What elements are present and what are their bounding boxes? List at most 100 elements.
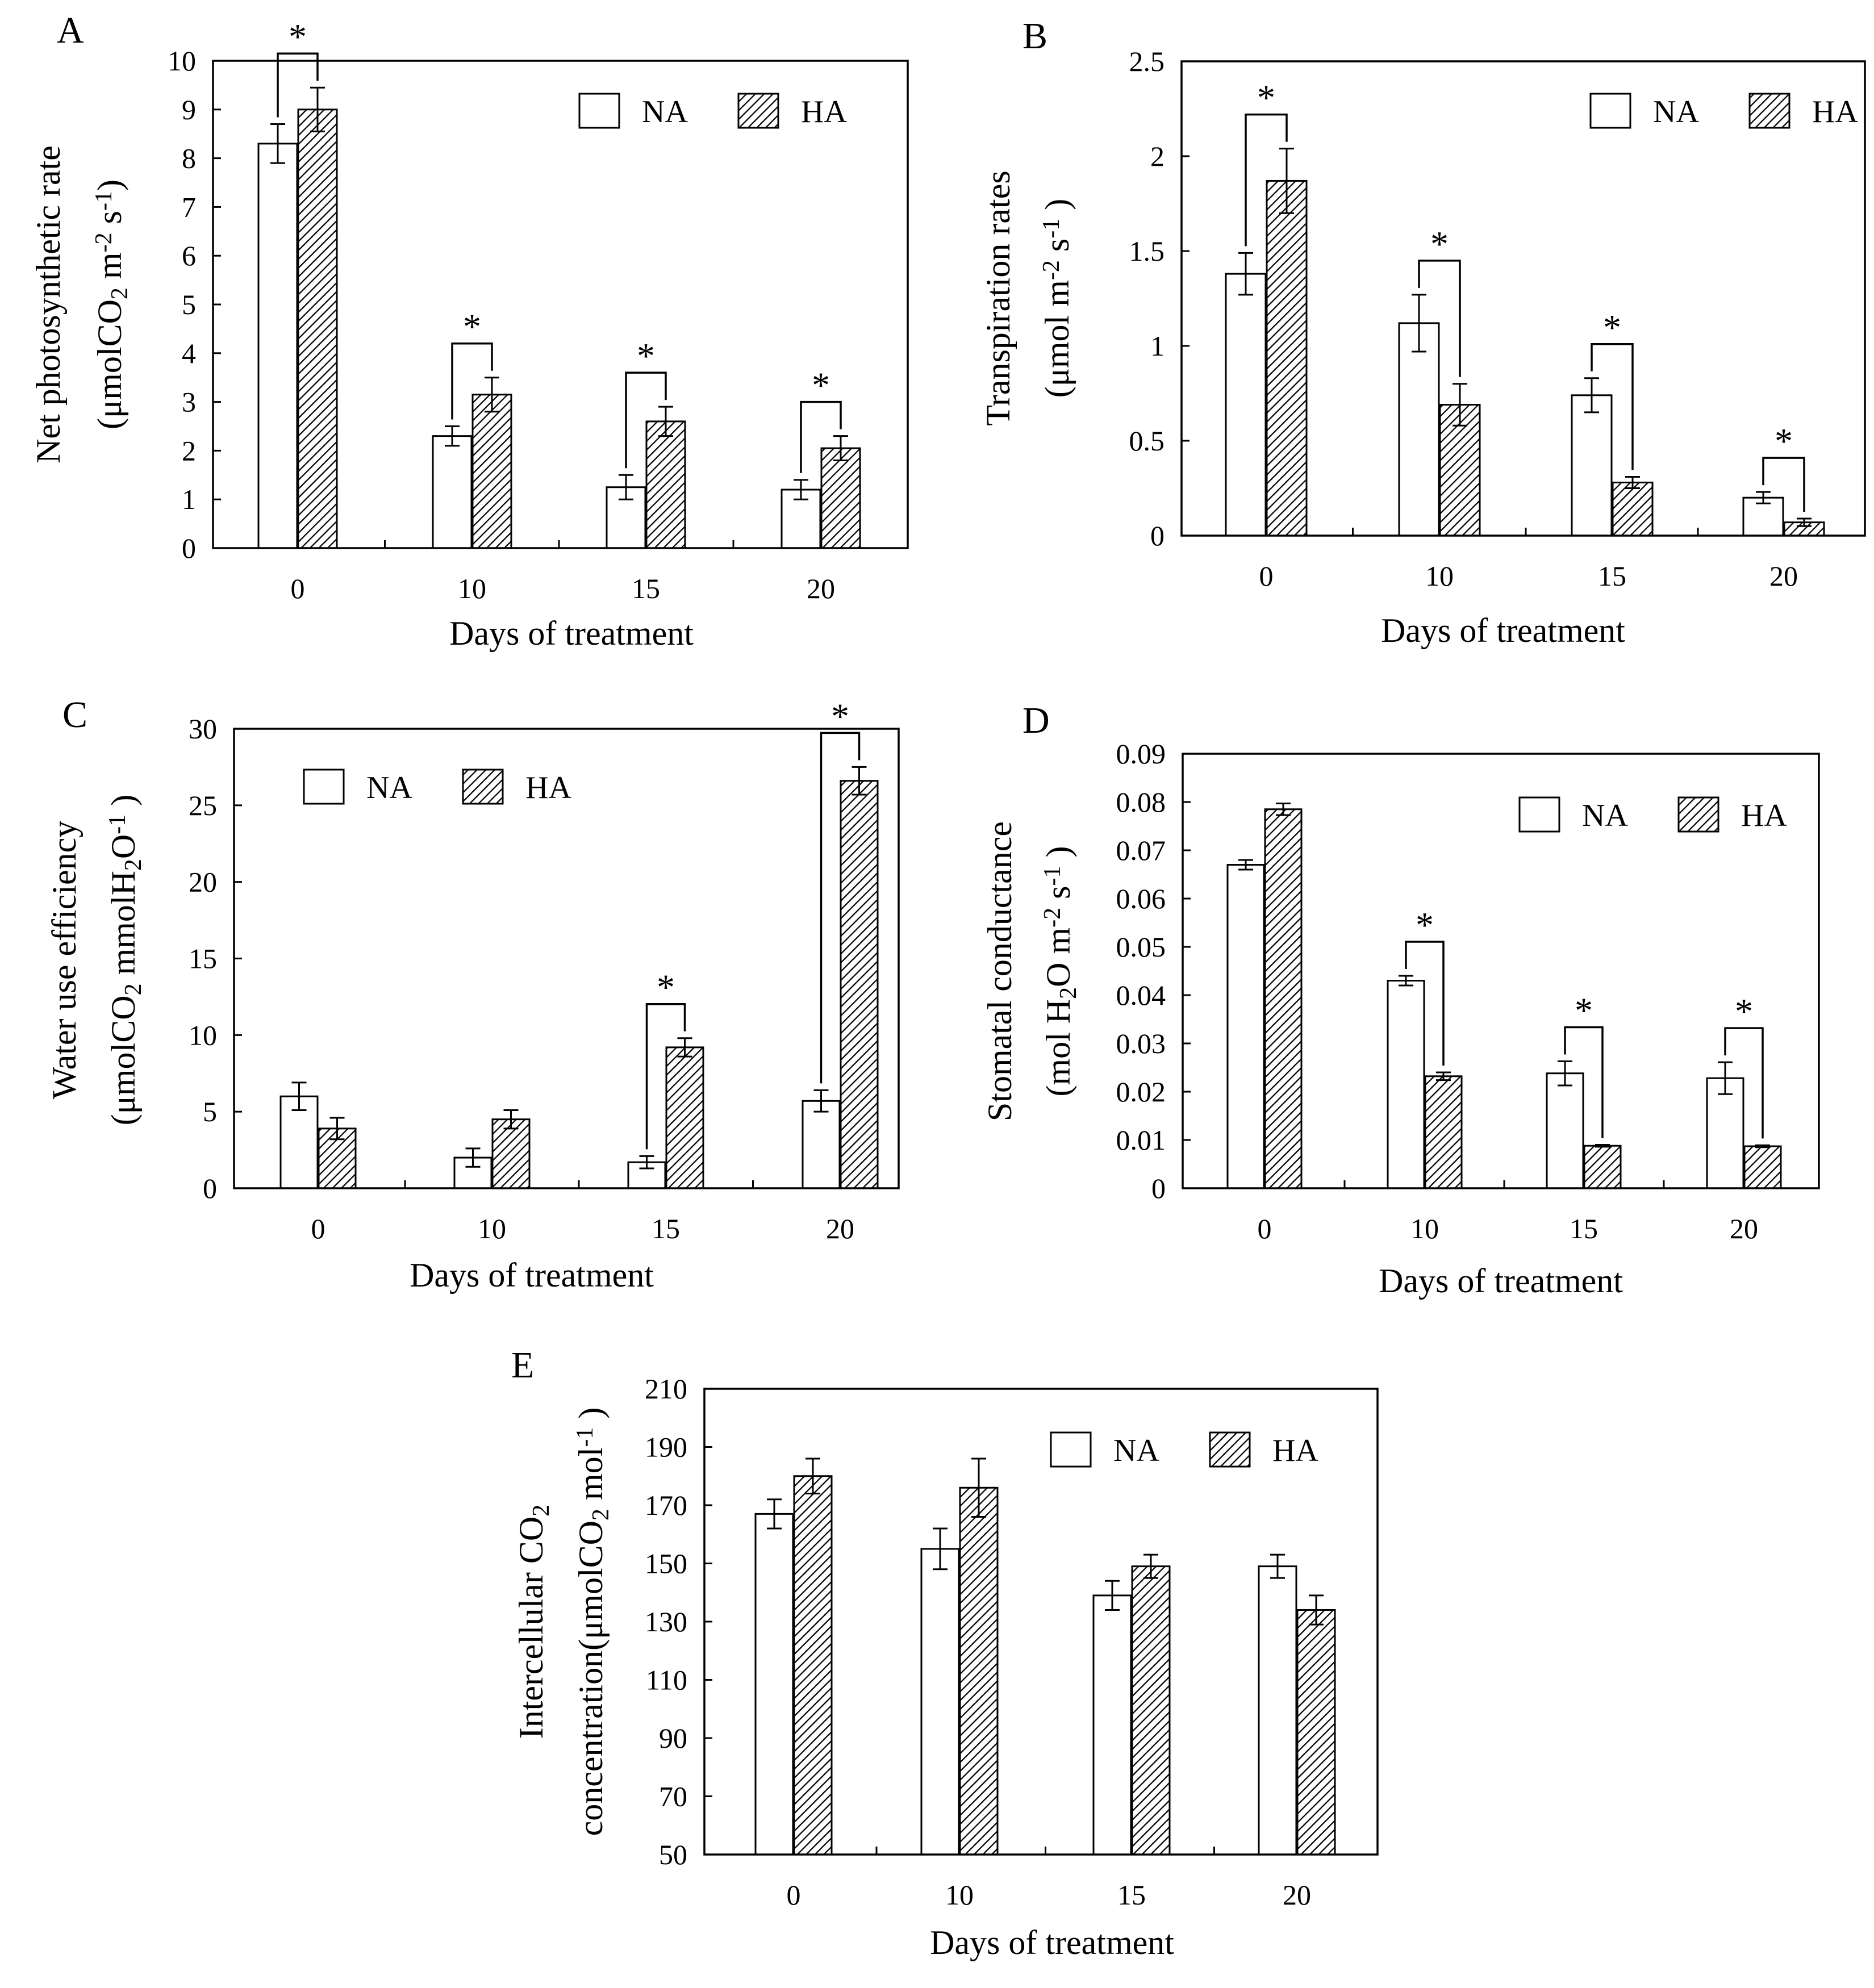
x-tick-label-a-10: 10 xyxy=(458,573,486,604)
y-tick-label-d-0.05: 0.05 xyxy=(1116,931,1166,963)
y-tick-label-c-5: 5 xyxy=(203,1096,217,1127)
legend-label-na-a: NA xyxy=(642,94,688,130)
y-tick-label-b-2: 2 xyxy=(1150,140,1165,172)
bar-na-a-10 xyxy=(432,435,473,549)
panel-letter-d: D xyxy=(1022,700,1050,741)
significance-star-d-10: * xyxy=(1416,905,1434,945)
y-tick-label-d-0.03: 0.03 xyxy=(1116,1028,1166,1059)
y-tick-label-a-5: 5 xyxy=(182,289,196,320)
x-tick-label-a-15: 15 xyxy=(632,573,660,604)
y-tick-label-a-3: 3 xyxy=(182,386,196,418)
y-tick-label-c-25: 25 xyxy=(189,790,217,821)
bar-ha-e-20 xyxy=(1296,1609,1336,1856)
bar-na-e-0 xyxy=(754,1513,794,1856)
bar-ha-b-15 xyxy=(1612,481,1654,537)
x-tick-label-a-20: 20 xyxy=(807,573,835,604)
panel-letter-a: A xyxy=(57,10,84,51)
x-tick-label-b-15: 15 xyxy=(1598,560,1626,592)
y-tick-label-b-1.5: 1.5 xyxy=(1129,235,1165,267)
y-tick-label-b-0: 0 xyxy=(1150,520,1165,552)
y-tick-label-d-0.08: 0.08 xyxy=(1116,786,1166,818)
legend-swatch-ha-a xyxy=(737,93,779,129)
x-axis-title-d: Days of treatment xyxy=(1379,1262,1623,1300)
y-tick-label-d-0.02: 0.02 xyxy=(1116,1076,1166,1108)
y-axis-title-c: Water use efficiency xyxy=(45,821,83,1099)
significance-star-a-10: * xyxy=(463,307,481,347)
y-tick-label-a-0: 0 xyxy=(182,532,196,564)
significance-bracket-b-10 xyxy=(1418,260,1461,377)
chart-panel-e: 0 10 15 20 50 70 90 110 130 150 170 190 210 Days of t… xyxy=(511,1344,1379,1961)
x-tick-label-b-10: 10 xyxy=(1425,560,1454,592)
panel-letter-c: C xyxy=(62,694,87,736)
significance-star-c-15: * xyxy=(657,967,675,1008)
y-tick-label-c-20: 20 xyxy=(189,866,217,898)
legend-label-na-e: NA xyxy=(1113,1433,1159,1468)
y-tick-label-e-50: 50 xyxy=(659,1839,687,1870)
bar-na-b-0 xyxy=(1225,273,1267,537)
significance-star-a-20: * xyxy=(812,365,830,406)
x-tick-label-b-0: 0 xyxy=(1259,560,1274,592)
bar-ha-d-0 xyxy=(1264,808,1303,1189)
chart-panel-a: * 0 * 10 * 15 * 20 0 1 2 3 4 5 6 7 8 9 10 Days of treatment… xyxy=(30,10,909,652)
significance-star-c-20: * xyxy=(831,696,849,736)
legend-label-na-b: NA xyxy=(1653,94,1699,130)
bar-na-e-15 xyxy=(1092,1594,1132,1856)
y-tick-label-e-70: 70 xyxy=(659,1781,687,1812)
legend-swatch-na-e xyxy=(1050,1431,1092,1468)
x-tick-label-d-10: 10 xyxy=(1410,1213,1439,1244)
y-axis-subtitle-c: (μmolCO2 mmolH2O-1 ) xyxy=(105,795,147,1126)
y-tick-label-d-0.07: 0.07 xyxy=(1116,834,1166,866)
x-axis-title-b: Days of treatment xyxy=(1381,612,1625,649)
y-tick-label-a-7: 7 xyxy=(182,191,196,223)
y-axis-title-d: Stomatal conductance xyxy=(981,821,1019,1121)
y-tick-label-e-90: 90 xyxy=(659,1722,687,1754)
legend-swatch-ha-c xyxy=(462,769,504,805)
y-tick-label-b-1: 1 xyxy=(1150,330,1165,362)
significance-star-b-0: * xyxy=(1257,78,1275,118)
x-tick-label-e-20: 20 xyxy=(1283,1879,1311,1911)
x-tick-label-e-10: 10 xyxy=(945,1879,974,1911)
chart-panel-c: 0 10 * 15 * 20 0 5 10 15 20 25 30 Days of treatment Wa… xyxy=(45,694,900,1294)
x-tick-label-c-20: 20 xyxy=(826,1213,854,1244)
bar-ha-e-10 xyxy=(959,1486,999,1856)
bar-ha-b-0 xyxy=(1266,179,1308,537)
y-tick-label-a-2: 2 xyxy=(182,435,196,466)
x-tick-label-b-20: 20 xyxy=(1769,560,1798,592)
y-tick-label-a-1: 1 xyxy=(182,483,196,515)
significance-bracket-c-15 xyxy=(645,1003,686,1150)
bar-na-c-0 xyxy=(279,1095,319,1189)
x-axis-title-c: Days of treatment xyxy=(410,1256,654,1294)
y-tick-label-e-170: 170 xyxy=(645,1489,687,1521)
y-tick-label-c-15: 15 xyxy=(189,943,217,975)
bar-na-d-0 xyxy=(1226,864,1265,1189)
bar-ha-c-15 xyxy=(665,1046,704,1189)
bar-ha-c-20 xyxy=(840,780,879,1189)
y-tick-label-b-2.5: 2.5 xyxy=(1129,45,1165,77)
bar-ha-b-10 xyxy=(1439,404,1481,537)
bar-na-e-20 xyxy=(1258,1565,1297,1856)
significance-bracket-b-15 xyxy=(1591,343,1634,470)
y-tick-label-d-0.04: 0.04 xyxy=(1116,979,1166,1011)
legend-swatch-na-b xyxy=(1589,93,1631,129)
significance-star-a-15: * xyxy=(637,336,655,376)
y-axis-title-e: Intercellular CO2 xyxy=(512,1505,554,1739)
bar-na-a-15 xyxy=(606,486,646,549)
x-tick-label-d-0: 0 xyxy=(1258,1213,1272,1244)
significance-star-a-0: * xyxy=(289,16,307,57)
bar-ha-e-15 xyxy=(1131,1565,1171,1856)
y-axis-subtitle-a: (μmolCO2 m-2 s-1) xyxy=(91,179,133,429)
legend-label-ha-c: HA xyxy=(525,770,571,805)
significance-bracket-a-10 xyxy=(451,342,493,420)
y-tick-label-a-4: 4 xyxy=(182,337,196,369)
y-tick-label-d-0.06: 0.06 xyxy=(1116,883,1166,914)
y-tick-label-c-30: 30 xyxy=(189,713,217,745)
bar-ha-d-10 xyxy=(1424,1075,1463,1189)
y-tick-label-e-150: 150 xyxy=(645,1548,687,1580)
bar-na-d-15 xyxy=(1546,1072,1584,1189)
bar-na-d-10 xyxy=(1387,980,1425,1189)
bar-ha-a-20 xyxy=(820,447,861,549)
y-tick-label-a-9: 9 xyxy=(182,94,196,126)
panel-letter-b: B xyxy=(1022,15,1047,57)
